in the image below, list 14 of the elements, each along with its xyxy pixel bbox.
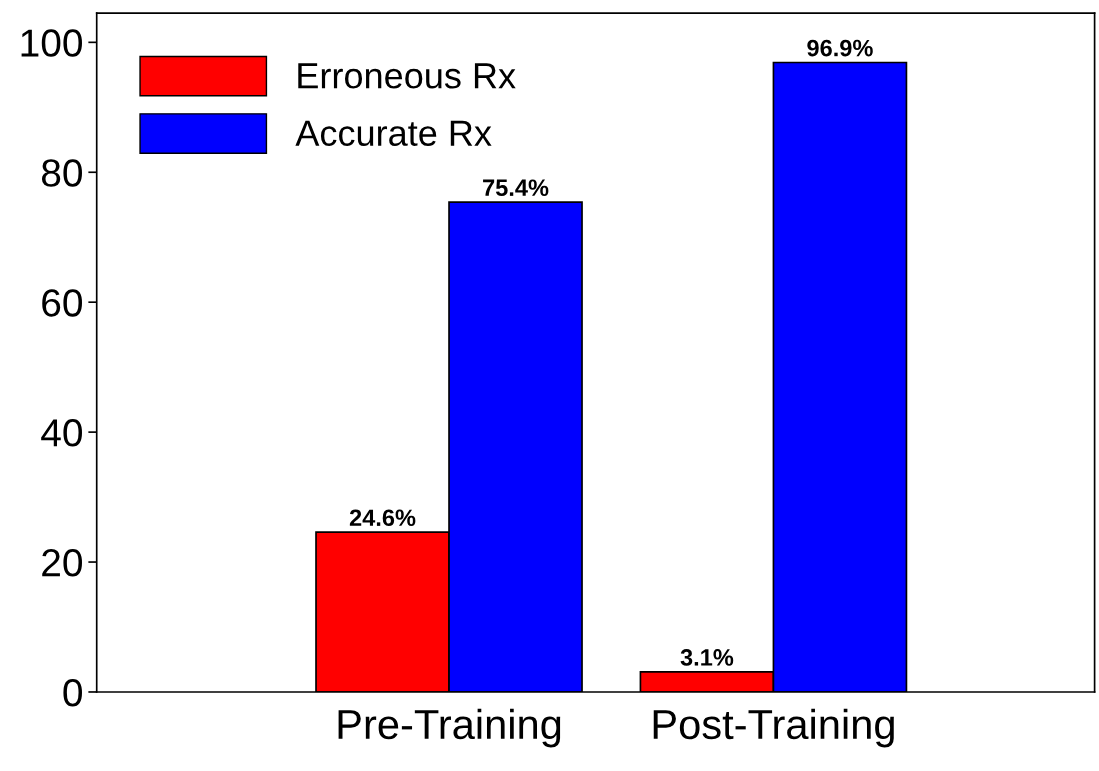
y-tick-label: 20 (42, 548, 82, 577)
y-tick-label: 60 (42, 289, 82, 317)
data-label: 75.4% (483, 179, 549, 197)
y-tick-label: 80 (41, 159, 82, 187)
y-tick-label: 0 (63, 678, 82, 707)
data-label: 24.6% (349, 509, 416, 527)
data-label: 96.9% (807, 39, 873, 57)
data-label: 3.1% (680, 649, 734, 666)
y-tick-label: 40 (41, 419, 82, 447)
legend-label: Erroneous Rx (298, 63, 516, 89)
x-tick-label: Pre-Training (338, 708, 561, 748)
x-tick-label: Post-Training (653, 708, 894, 748)
y-tick-label: 100 (21, 29, 82, 57)
legend-label: Accurate Rx (295, 120, 492, 146)
